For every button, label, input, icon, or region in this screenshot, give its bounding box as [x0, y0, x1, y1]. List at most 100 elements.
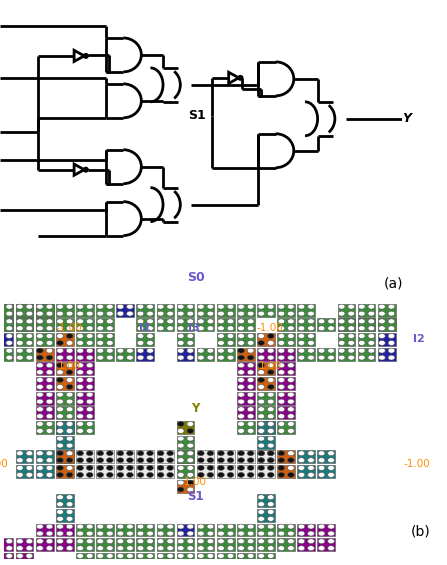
Circle shape	[187, 436, 194, 441]
Bar	[237, 450, 255, 463]
Bar	[297, 465, 315, 478]
Circle shape	[26, 326, 33, 331]
Circle shape	[66, 333, 73, 338]
Bar	[257, 450, 275, 463]
Circle shape	[368, 304, 375, 309]
Bar	[16, 465, 34, 478]
Circle shape	[46, 531, 53, 536]
Circle shape	[287, 319, 294, 324]
Circle shape	[298, 531, 305, 536]
Circle shape	[258, 428, 265, 433]
Circle shape	[0, 560, 3, 565]
Circle shape	[17, 319, 23, 324]
Circle shape	[267, 304, 274, 309]
Circle shape	[328, 451, 334, 456]
Circle shape	[177, 421, 184, 427]
Circle shape	[97, 304, 104, 309]
Bar	[358, 333, 375, 346]
Bar	[337, 347, 355, 360]
Circle shape	[298, 311, 305, 316]
Bar	[36, 318, 54, 331]
Circle shape	[86, 414, 93, 419]
Circle shape	[77, 355, 84, 360]
Circle shape	[368, 319, 375, 324]
Circle shape	[66, 348, 73, 353]
Circle shape	[267, 472, 274, 477]
Circle shape	[37, 370, 43, 375]
Bar	[136, 318, 154, 331]
Bar	[56, 392, 74, 405]
Circle shape	[247, 384, 254, 389]
Circle shape	[379, 333, 385, 338]
Circle shape	[57, 472, 63, 477]
Circle shape	[247, 304, 254, 309]
Circle shape	[267, 451, 274, 456]
Circle shape	[66, 363, 73, 368]
Circle shape	[198, 304, 204, 309]
Bar	[237, 347, 255, 360]
Circle shape	[258, 472, 265, 477]
Circle shape	[86, 363, 93, 368]
Circle shape	[318, 348, 325, 353]
Circle shape	[287, 531, 294, 536]
Circle shape	[137, 531, 144, 536]
Circle shape	[157, 326, 164, 331]
Bar	[116, 450, 134, 463]
Circle shape	[57, 421, 63, 427]
Circle shape	[46, 304, 53, 309]
Bar	[0, 304, 13, 316]
Circle shape	[267, 560, 274, 565]
Circle shape	[66, 384, 73, 389]
Circle shape	[66, 443, 73, 448]
Circle shape	[388, 311, 395, 316]
Circle shape	[86, 546, 93, 551]
Circle shape	[17, 304, 23, 309]
Circle shape	[379, 355, 385, 360]
Circle shape	[207, 546, 214, 551]
Circle shape	[238, 384, 245, 389]
Circle shape	[218, 531, 224, 536]
Circle shape	[177, 531, 184, 536]
Circle shape	[177, 458, 184, 463]
Circle shape	[167, 451, 173, 456]
Circle shape	[6, 333, 13, 338]
Circle shape	[287, 472, 294, 477]
Circle shape	[177, 333, 184, 338]
Circle shape	[308, 355, 314, 360]
Circle shape	[238, 348, 245, 353]
Circle shape	[328, 531, 334, 536]
Circle shape	[287, 428, 294, 433]
Circle shape	[86, 348, 93, 353]
Circle shape	[218, 355, 224, 360]
Circle shape	[86, 524, 93, 529]
Text: 1.00: 1.00	[258, 361, 282, 371]
Circle shape	[328, 319, 334, 324]
Circle shape	[57, 319, 63, 324]
Circle shape	[267, 443, 274, 448]
Circle shape	[318, 539, 325, 544]
Circle shape	[207, 466, 214, 470]
Circle shape	[218, 333, 224, 338]
Circle shape	[247, 553, 254, 558]
Bar	[237, 465, 255, 478]
Text: S1: S1	[187, 490, 204, 503]
Circle shape	[388, 319, 395, 324]
Circle shape	[137, 524, 144, 529]
Circle shape	[267, 428, 274, 433]
Circle shape	[66, 399, 73, 404]
Bar	[56, 333, 74, 346]
Bar	[257, 377, 275, 390]
Circle shape	[37, 414, 43, 419]
Circle shape	[86, 392, 93, 397]
Bar	[257, 553, 275, 565]
Circle shape	[267, 531, 274, 536]
Circle shape	[127, 355, 133, 360]
Circle shape	[46, 458, 53, 463]
Bar	[56, 318, 74, 331]
Circle shape	[218, 539, 224, 544]
Circle shape	[46, 355, 53, 360]
Bar	[217, 465, 235, 478]
Circle shape	[267, 333, 274, 338]
Text: -1.00: -1.00	[257, 323, 283, 333]
Circle shape	[278, 377, 285, 383]
